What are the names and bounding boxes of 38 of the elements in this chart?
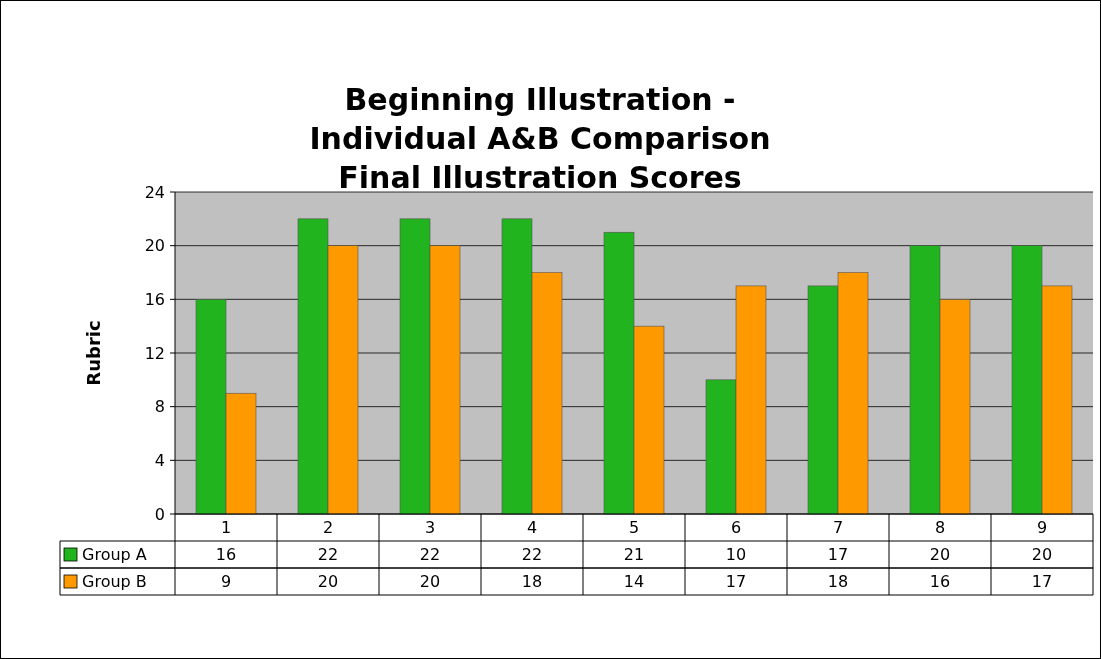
x-tick-label: 4 bbox=[526, 518, 538, 538]
y-tick-label: 20 bbox=[144, 236, 165, 256]
y-tick-label: 12 bbox=[144, 343, 165, 363]
data-label: 22 bbox=[317, 545, 339, 565]
data-label: 10 bbox=[725, 545, 747, 565]
data-label: 20 bbox=[929, 545, 951, 565]
data-label: 9 bbox=[220, 572, 232, 592]
y-tick-label: 16 bbox=[144, 289, 165, 309]
x-tick-label: 1 bbox=[220, 518, 232, 538]
data-label: 16 bbox=[929, 572, 951, 592]
x-tick-label: 3 bbox=[424, 518, 436, 538]
y-tick-label: 4 bbox=[154, 450, 165, 470]
data-label: 17 bbox=[725, 572, 747, 592]
legend-label: Group B bbox=[82, 572, 147, 592]
legend-label: Group A bbox=[82, 545, 147, 565]
y-axis-title: Rubric bbox=[83, 320, 104, 386]
chart-title: Beginning Illustration - Individual A&B Comparison Final Illustration Scores bbox=[309, 82, 771, 195]
data-label: 18 bbox=[827, 572, 849, 592]
data-label: 20 bbox=[419, 572, 441, 592]
data-label: 17 bbox=[827, 545, 849, 565]
data-label: 20 bbox=[317, 572, 339, 592]
x-tick-label: 5 bbox=[628, 518, 640, 538]
x-tick-label: 6 bbox=[730, 518, 742, 538]
data-label: 21 bbox=[623, 545, 645, 565]
y-tick-label: 24 bbox=[144, 182, 165, 202]
data-label: 20 bbox=[1031, 545, 1053, 565]
data-label: 18 bbox=[521, 572, 543, 592]
x-tick-label: 8 bbox=[934, 518, 946, 538]
x-tick-label: 9 bbox=[1036, 518, 1048, 538]
y-tick-label: 0 bbox=[154, 504, 165, 524]
x-tick-label: 7 bbox=[832, 518, 844, 538]
data-label: 22 bbox=[419, 545, 441, 565]
data-label: 16 bbox=[215, 545, 237, 565]
data-label: 17 bbox=[1031, 572, 1053, 592]
data-label: 22 bbox=[521, 545, 543, 565]
x-tick-label: 2 bbox=[322, 518, 334, 538]
y-tick-label: 8 bbox=[154, 397, 165, 417]
data-label: 14 bbox=[623, 572, 645, 592]
